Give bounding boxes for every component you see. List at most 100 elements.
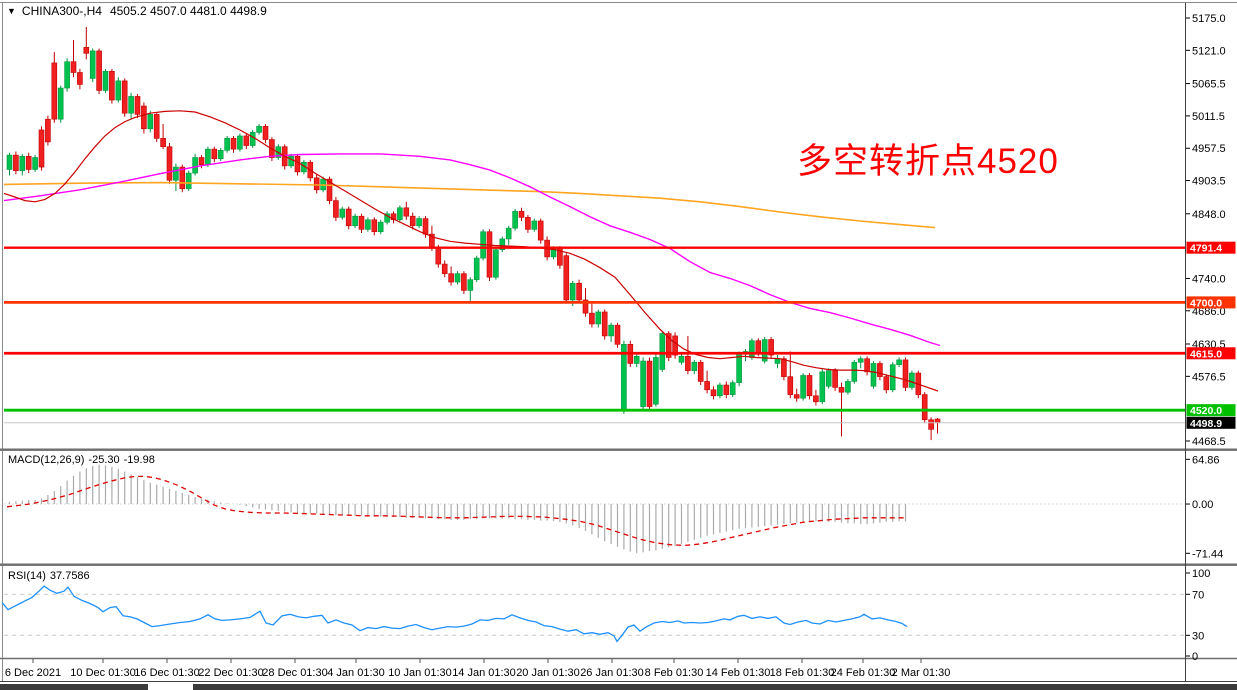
candle-body (198, 157, 205, 165)
price-badge-label: 4498.9 (1190, 418, 1222, 430)
time-tick-label: 20 Jan 01:30 (516, 667, 580, 679)
candle-body (902, 359, 909, 388)
candle-body (832, 370, 838, 388)
time-tick-label: 16 Dec 01:30 (134, 667, 199, 679)
candle-body (326, 178, 333, 201)
price-badge-label: 4791.4 (1190, 243, 1222, 255)
candle-body (653, 357, 659, 405)
price-badge-4615.0 (1186, 347, 1236, 360)
candle-body (51, 62, 58, 120)
ma-slow-orange-line (3, 181, 936, 229)
candle-body (813, 395, 819, 403)
price-axis: 5175.0 5121.0 5065.5 5011.5 4957.5 4903.5 4848… (1186, 13, 1226, 448)
candle-body (365, 219, 371, 230)
splitter-main-macd[interactable] (0, 448, 1237, 451)
candle-body (77, 72, 83, 85)
price-tick-label: 5175.0 (1192, 13, 1226, 25)
candle-body (896, 359, 902, 365)
candle-body (870, 363, 877, 387)
splitter-macd-rsi[interactable] (0, 563, 1237, 566)
candle-body (800, 375, 806, 399)
macd-signal-value: -19.98 (123, 454, 155, 466)
candle-body (576, 282, 582, 301)
macd-axis-label: 0.00 (1192, 499, 1213, 511)
candle-body (921, 394, 928, 421)
candle-body (115, 80, 122, 101)
ma-fast-red-line (3, 110, 939, 392)
time-tick-label: 26 Jan 01:30 (580, 667, 644, 679)
candle-body (729, 382, 736, 395)
candle-body (45, 118, 51, 143)
candle-body (928, 419, 934, 430)
candle-body (224, 138, 230, 151)
candle-body (518, 211, 525, 218)
candle-body (160, 138, 166, 148)
candle-body (422, 218, 429, 235)
candle-body (416, 218, 422, 227)
candle-body (96, 50, 102, 91)
time-tick-label: 18 Feb 01:30 (770, 667, 835, 679)
candle-body (230, 138, 237, 150)
candle-body (691, 361, 698, 371)
candle-body (397, 207, 403, 221)
candle-body (249, 132, 256, 146)
time-tick-label: 14 Jan 01:30 (452, 667, 516, 679)
hscrollbar-thumb-gap[interactable] (148, 684, 193, 690)
candle-body (83, 47, 90, 54)
candle-body (678, 355, 685, 363)
candle-body (211, 148, 218, 160)
rsi-panel: 100 70 30 0 (1, 568, 1210, 663)
candle-body (173, 166, 179, 181)
macd-name: MACD(12,26,9) (8, 454, 85, 466)
candle-body (147, 114, 154, 130)
candle-body (717, 384, 723, 397)
rsi-label: RSI(14) 37.7586 (8, 570, 94, 582)
collapse-triangle-icon[interactable]: ▼ (7, 6, 16, 16)
candle-body (313, 177, 320, 191)
price-tick-label: 5121.0 (1192, 45, 1226, 57)
price-tick-label: 5011.5 (1192, 111, 1225, 123)
time-tick-label: 4 Jan 01:30 (327, 667, 385, 679)
candle-body (787, 376, 794, 395)
macd-axis-label: 64.86 (1192, 454, 1220, 466)
candle-body (448, 273, 454, 283)
candle-body (665, 333, 672, 358)
candle-body (352, 215, 358, 227)
time-tick-label: 10 Dec 01:30 (70, 667, 135, 679)
candle-body (358, 215, 365, 230)
price-badge-label: 4520.0 (1190, 405, 1222, 417)
price-tick-label: 4468.5 (1192, 436, 1226, 448)
time-tick-label: 28 Dec 01:30 (262, 667, 327, 679)
candle-body (646, 360, 653, 407)
price-badge-4700.0 (1186, 296, 1236, 309)
candle-body (256, 126, 262, 133)
candle-body (505, 227, 512, 240)
candle-body (57, 87, 64, 120)
candle-body (512, 211, 518, 229)
candle-body (179, 166, 186, 189)
candle-body (6, 154, 13, 170)
candle-body (563, 255, 570, 301)
candle-body (486, 231, 493, 278)
candle-body (288, 156, 294, 167)
candle-body (19, 156, 26, 171)
candle-body (25, 156, 32, 170)
candle-body (909, 372, 915, 388)
hscrollbar-left[interactable] (0, 684, 148, 690)
candle-body (141, 105, 147, 130)
candle-body (793, 394, 800, 399)
candle-body (761, 339, 768, 362)
hscrollbar-right[interactable] (193, 684, 1237, 690)
candle-body (531, 220, 538, 230)
annotation-text: 多空转折点4520 (797, 142, 1059, 181)
time-tick-label: 8 Feb 01:30 (645, 667, 704, 679)
rsi-name: RSI(14) (8, 570, 46, 582)
candles-layer (6, 26, 941, 441)
candle-body (685, 355, 691, 371)
candle-body (633, 355, 640, 364)
candle-body (934, 418, 941, 424)
candle-body (205, 148, 211, 165)
candle-body (601, 311, 608, 337)
